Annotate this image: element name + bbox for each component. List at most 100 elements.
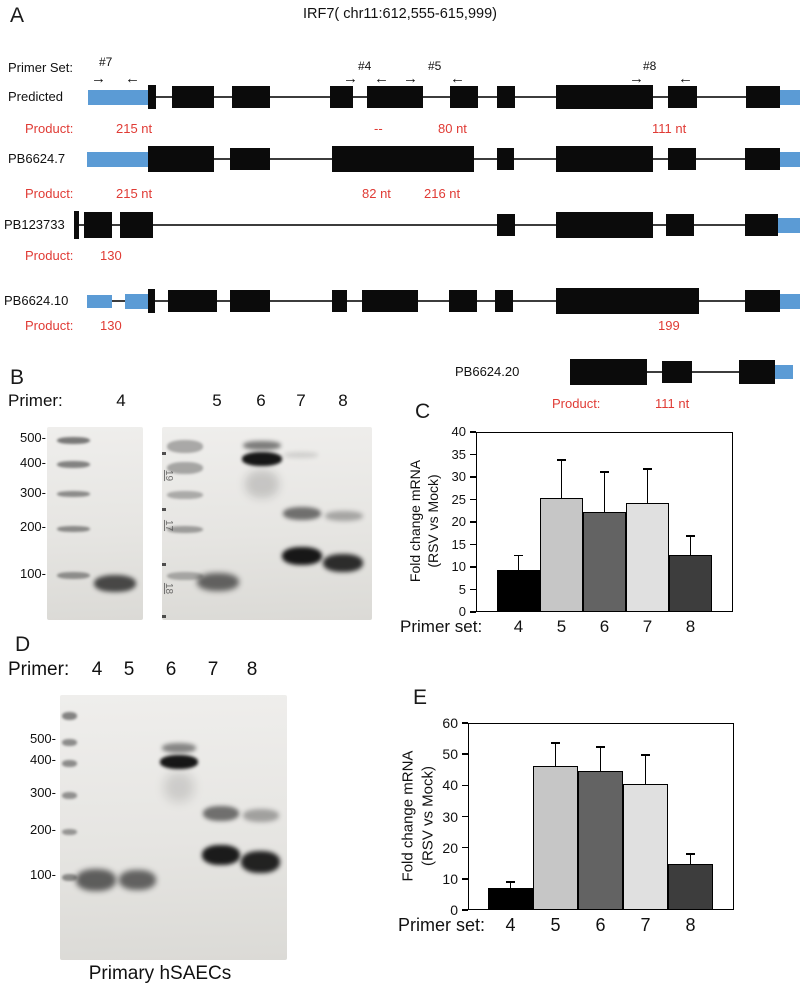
- ladder-size-label: 200-: [19, 519, 46, 534]
- dna-band: [243, 809, 279, 822]
- y-axis-tick: [470, 543, 476, 546]
- error-bar-cap: [600, 471, 609, 473]
- utr-box: [780, 151, 800, 167]
- exon-box: [449, 290, 477, 312]
- product-label: Product:: [25, 121, 74, 136]
- y-tick-label: 0: [450, 902, 458, 918]
- primer-reverse-arrow-icon: ←: [374, 70, 389, 87]
- bar: [669, 554, 712, 612]
- y-tick-label: 30: [451, 469, 466, 484]
- gel-image: [47, 427, 143, 620]
- transcript-label: PB6624.7: [8, 151, 66, 166]
- y-tick-label: 25: [451, 491, 466, 507]
- dna-band: [76, 869, 116, 891]
- bar: [497, 570, 540, 612]
- x-tick-label: 8: [685, 915, 696, 935]
- error-bar-cap: [596, 746, 605, 748]
- gel-lane-label: 4: [91, 659, 103, 680]
- ladder-band: [62, 874, 77, 881]
- x-tick-label: 7: [640, 915, 651, 935]
- primer-forward-arrow-icon: →: [343, 70, 358, 87]
- gel-annotation: 19: [163, 469, 175, 482]
- x-tick-label: 7: [642, 617, 653, 636]
- y-axis-tick: [470, 566, 476, 568]
- exon-box: [556, 146, 653, 172]
- product-size: --: [374, 121, 383, 136]
- dna-band: [325, 511, 363, 521]
- dna-band: [94, 575, 136, 592]
- primer-forward-arrow-icon: →: [91, 70, 106, 87]
- bar: [540, 498, 583, 612]
- error-bar-line: [646, 468, 649, 504]
- exon-box: [570, 359, 647, 385]
- dna-band: [323, 554, 363, 572]
- exon-box: [450, 86, 478, 108]
- error-bar-line: [603, 472, 606, 513]
- y-tick-label: 40: [451, 424, 466, 439]
- exon-box: [74, 211, 79, 239]
- ladder-size-label: 500-: [19, 430, 46, 445]
- ladder-band: [57, 461, 90, 468]
- y-axis-tick: [462, 815, 468, 818]
- utr-box: [778, 217, 800, 233]
- product-size: 130: [100, 318, 122, 333]
- primer-label: #5: [428, 59, 442, 73]
- error-bar-line: [599, 746, 602, 771]
- exon-box: [556, 212, 653, 238]
- x-axis-title: Primer set:: [398, 915, 486, 935]
- gel-lane-label: 8: [338, 391, 348, 410]
- transcript-label: PB123733: [4, 217, 65, 232]
- ladder-size-label: 100-: [29, 867, 56, 882]
- y-tick-label: 35: [451, 446, 466, 462]
- transcript-label: Predicted: [8, 89, 63, 104]
- exon-box: [497, 148, 514, 170]
- y-axis-tick: [470, 498, 476, 501]
- primer-label: #8: [643, 59, 657, 73]
- y-tick-label: 30: [442, 808, 458, 825]
- y-tick-label: 20: [451, 514, 466, 529]
- ladder-size-label: 400-: [29, 752, 56, 767]
- figure-title: IRF7( chr11:612,555-615,999): [303, 6, 497, 22]
- product-label: Product:: [552, 396, 601, 411]
- y-tick-label: 15: [451, 536, 466, 552]
- utr-box: [87, 294, 112, 308]
- exon-box: [497, 214, 515, 236]
- product-size: 111 nt: [655, 396, 690, 411]
- primer-forward-arrow-icon: →: [403, 70, 418, 87]
- gel-lane-label: 5: [123, 659, 135, 680]
- ladder-size-label: 500-: [29, 731, 56, 746]
- product-size: 130: [100, 248, 122, 263]
- exon-box: [745, 290, 780, 312]
- dna-band: [243, 441, 281, 450]
- dna-band: [160, 755, 198, 769]
- dna-band: [245, 470, 279, 498]
- panel-e-label: E: [413, 686, 428, 709]
- ladder-band: [57, 572, 90, 579]
- panel-d-label: D: [15, 633, 31, 656]
- primer-reverse-arrow-icon: ←: [450, 70, 465, 87]
- ladder-band: [57, 526, 90, 532]
- exon-box: [666, 214, 694, 236]
- error-bar-line: [560, 459, 563, 499]
- exon-box: [745, 214, 778, 236]
- y-axis-tick: [470, 453, 476, 456]
- error-bar-cap: [557, 459, 566, 461]
- x-axis-title: Primer set:: [400, 617, 483, 636]
- exon-box: [148, 146, 214, 172]
- product-size: 216 nt: [424, 186, 461, 201]
- y-tick-label: 20: [442, 839, 458, 856]
- ladder-band: [167, 491, 203, 499]
- exon-box: [332, 290, 347, 312]
- y-axis-title-line: Fold change mRNA: [399, 750, 417, 882]
- y-tick-label: 0: [458, 604, 466, 619]
- y-axis-tick: [462, 784, 468, 787]
- error-bar-line: [509, 881, 512, 888]
- ladder-size-label: 300-: [19, 485, 46, 500]
- error-bar-cap: [641, 754, 650, 756]
- dna-band: [164, 772, 194, 802]
- dna-band: [282, 547, 322, 565]
- utr-box: [780, 293, 800, 309]
- gel-edge-mark: [162, 452, 166, 455]
- ladder-size-label: 300-: [29, 785, 56, 800]
